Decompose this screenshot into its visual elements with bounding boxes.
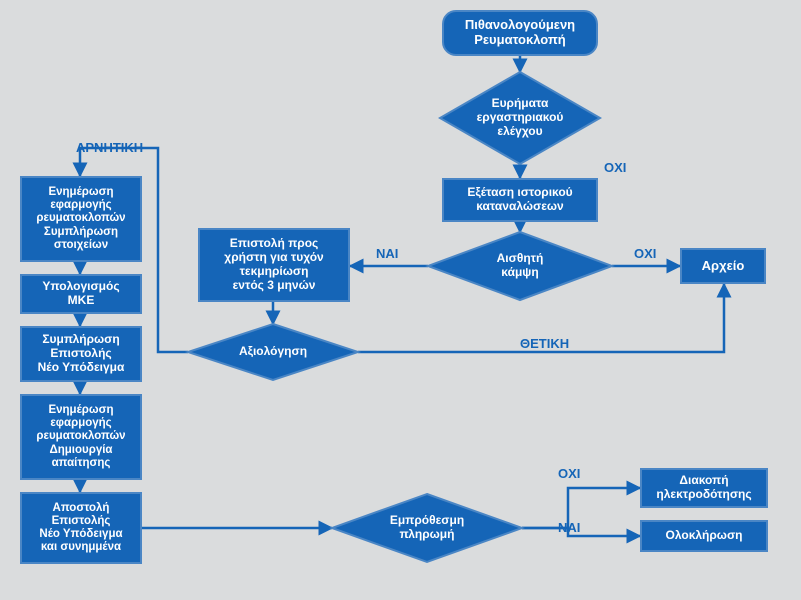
node-done: Ολοκλήρωση xyxy=(640,520,768,552)
edge-label-pay-no: ΟΧΙ xyxy=(558,466,580,481)
flowchart-canvas: Πιθανολογούμενη Ρευματοκλοπή Εξέταση ιστ… xyxy=(0,0,801,600)
edge-label-pay-yes: ΝΑΙ xyxy=(558,520,580,535)
edge-pay-cutoff xyxy=(522,488,640,528)
node-pay-label: Εμπρόθεσμη πληρωμή xyxy=(332,494,522,562)
edge-label-bend-yes: ΝΑΙ xyxy=(376,246,398,261)
edge-label-bend-no: ΟΧΙ xyxy=(634,246,656,261)
edge-label-lab-no: ΟΧΙ xyxy=(604,160,626,175)
node-leftD: Ενημέρωση εφαρμογής ρευματοκλοπών Δημιου… xyxy=(20,394,142,480)
node-bend-label: Αισθητή κάμψη xyxy=(428,232,612,300)
edge-label-eval-pos: ΘΕΤΙΚΗ xyxy=(520,336,569,351)
node-eval-label: Αξιολόγηση xyxy=(188,324,358,380)
node-cutoff: Διακοπή ηλεκτροδότησης xyxy=(640,468,768,508)
node-hist: Εξέταση ιστορικού καταναλώσεων xyxy=(442,178,598,222)
node-leftC: Συμπλήρωση Επιστολής Νέο Υπόδειγμα xyxy=(20,326,142,382)
node-lab-label: Ευρήματα εργαστηριακού ελέγχου xyxy=(440,72,600,164)
edge-label-eval-neg: ΑΡΝΗΤΙΚΗ xyxy=(76,140,143,155)
node-letter: Επιστολή προς χρήστη για τυχόν τεκμηρίωσ… xyxy=(198,228,350,302)
node-leftB: Υπολογισμός ΜΚΕ xyxy=(20,274,142,314)
edge-pay-done xyxy=(522,528,640,536)
node-leftE: Αποστολή Επιστολής Νέο Υπόδειγμα και συν… xyxy=(20,492,142,564)
node-leftA: Ενημέρωση εφαρμογής ρευματοκλοπών Συμπλή… xyxy=(20,176,142,262)
node-start: Πιθανολογούμενη Ρευματοκλοπή xyxy=(442,10,598,56)
node-archive: Αρχείο xyxy=(680,248,766,284)
